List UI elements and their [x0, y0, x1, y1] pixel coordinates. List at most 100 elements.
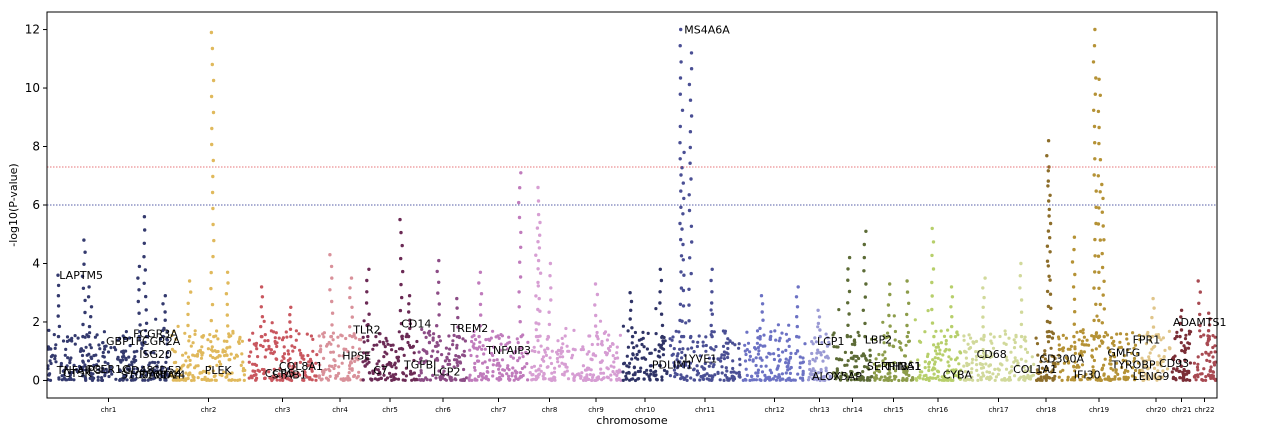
data-point: [935, 352, 939, 356]
peak-point: [658, 267, 662, 271]
data-point: [745, 330, 749, 334]
data-point: [73, 342, 77, 346]
data-point: [80, 365, 84, 369]
data-point: [150, 372, 154, 376]
data-point: [920, 370, 924, 374]
data-point: [88, 343, 92, 347]
peak-point: [408, 326, 412, 331]
data-point: [1081, 375, 1085, 379]
data-point: [654, 307, 658, 311]
data-point: [588, 334, 592, 338]
data-point: [199, 356, 204, 360]
data-point: [1196, 368, 1200, 372]
gene-label: FCGR3A: [133, 328, 178, 341]
data-point: [346, 374, 350, 378]
data-point: [181, 353, 185, 357]
gene-label: LCP1: [817, 335, 844, 348]
data-point: [293, 372, 297, 376]
data-point: [621, 324, 626, 328]
data-point: [254, 344, 258, 348]
gene-label: THBS1: [884, 360, 921, 373]
data-point: [208, 365, 212, 369]
peak-point: [56, 314, 60, 318]
data-point: [322, 356, 326, 360]
data-point: [712, 330, 716, 334]
data-point: [229, 352, 233, 356]
data-point: [1013, 374, 1017, 378]
peak-point: [630, 334, 635, 339]
peak-point: [689, 114, 694, 118]
data-point: [1141, 378, 1145, 382]
data-point: [845, 363, 849, 367]
peak-point: [1207, 334, 1212, 339]
data-point: [679, 373, 683, 377]
chromosome-chr5-points: [361, 217, 419, 382]
data-point: [1069, 344, 1073, 348]
peak-point: [1048, 221, 1053, 226]
data-point: [746, 341, 751, 345]
data-point: [191, 341, 195, 345]
data-point: [853, 373, 858, 377]
data-point: [1181, 378, 1185, 382]
data-point: [78, 349, 83, 353]
data-point: [315, 353, 319, 357]
data-point: [1046, 359, 1050, 363]
data-point: [425, 378, 429, 382]
data-point: [267, 344, 271, 348]
data-point: [890, 378, 894, 383]
data-point: [821, 375, 826, 379]
data-point: [1051, 332, 1055, 336]
data-point: [793, 378, 797, 382]
data-point: [946, 328, 950, 332]
data-point: [928, 376, 932, 380]
data-point: [776, 347, 780, 351]
data-point: [267, 347, 271, 351]
chromosome-chr12-points: [741, 285, 807, 382]
data-point: [786, 377, 790, 381]
peak-point: [56, 273, 60, 277]
data-point: [106, 350, 111, 354]
data-point: [732, 370, 736, 374]
peak-point: [365, 278, 369, 283]
data-point: [686, 347, 690, 351]
data-point: [627, 365, 631, 369]
data-point: [768, 368, 772, 372]
peak-point: [1047, 274, 1051, 278]
data-point: [1073, 360, 1077, 364]
peak-point: [981, 315, 985, 319]
data-point: [814, 356, 819, 360]
data-point: [834, 371, 838, 375]
data-point: [267, 370, 271, 374]
data-point: [370, 378, 374, 382]
data-point: [722, 378, 726, 382]
data-point: [539, 344, 543, 348]
data-point: [396, 377, 401, 381]
peak-point: [144, 321, 149, 325]
data-point: [261, 344, 265, 349]
data-point: [219, 362, 223, 366]
data-point: [934, 376, 938, 380]
data-point: [934, 329, 938, 333]
peak-point: [1207, 311, 1211, 315]
data-point: [447, 352, 451, 356]
data-point: [768, 352, 772, 356]
data-point: [374, 367, 378, 371]
data-point: [565, 344, 569, 348]
data-point: [1081, 328, 1085, 332]
peak-point: [710, 267, 714, 271]
data-point: [688, 361, 693, 365]
data-point: [585, 352, 589, 356]
data-point: [1032, 362, 1036, 366]
data-point: [118, 378, 122, 382]
data-point: [274, 331, 278, 335]
data-point: [456, 363, 460, 368]
data-point: [102, 330, 106, 334]
data-point: [1073, 369, 1077, 373]
data-point: [707, 356, 712, 360]
data-point: [726, 346, 730, 351]
peak-point: [982, 334, 986, 339]
data-point: [726, 355, 730, 360]
data-point: [143, 350, 147, 354]
data-point: [971, 357, 975, 361]
data-point: [781, 377, 785, 381]
